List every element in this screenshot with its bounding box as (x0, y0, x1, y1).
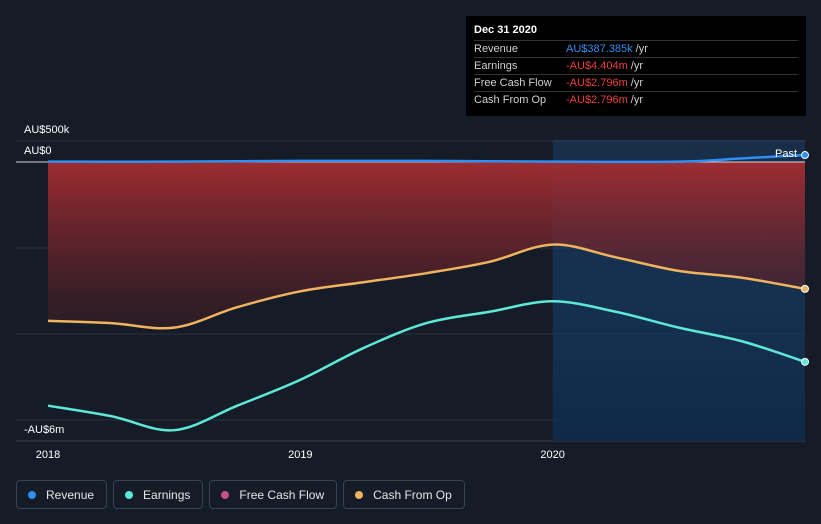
tooltip-label: Cash From Op (474, 94, 547, 106)
tooltip-unit: /yr (630, 94, 643, 106)
x-tick-label: 2018 (36, 449, 60, 461)
tooltip-date: Dec 31 2020 (474, 24, 537, 36)
tooltip-value: AU$387.385k (566, 43, 633, 55)
y-label-bottom: -AU$6m (24, 424, 64, 436)
legend-label: Revenue (46, 487, 95, 502)
tooltip-row-free-cash-flow: Free Cash Flow -AU$2.796m /yr (474, 74, 798, 91)
series-endpoint-cash-from-op (801, 284, 809, 293)
y-label-zero: AU$0 (24, 145, 52, 157)
x-tick-label: 2019 (288, 449, 312, 461)
chart: AU$500k AU$0 -AU$6m Past 2018 2019 2020 (16, 124, 809, 461)
legend-dot (355, 490, 364, 499)
series-line-revenue (47, 153, 806, 164)
legend-item-earnings[interactable]: Earnings (113, 480, 204, 509)
tooltip-unit: /yr (635, 43, 648, 55)
series-endpoint-revenue (801, 151, 809, 160)
legend-dot (28, 490, 36, 499)
series-line-cash-from-op (47, 243, 806, 330)
legend-label: Earnings (143, 487, 191, 502)
tooltip-unit: /yr (630, 60, 643, 72)
legend-label: Cash From Op (373, 487, 452, 502)
legend-item-free-cash-flow[interactable]: Free Cash Flow (209, 480, 338, 509)
tooltip-label: Free Cash Flow (474, 77, 552, 89)
tooltip-row-revenue: Revenue AU$387.385k /yr (474, 40, 798, 57)
tooltip-label: Earnings (474, 60, 518, 72)
tooltip: Dec 31 2020 Revenue AU$387.385k /yr Earn… (466, 16, 806, 116)
y-label-top: AU$500k (24, 124, 70, 136)
tooltip-row-cash-from-op: Cash From Op -AU$2.796m /yr (474, 91, 798, 108)
series-endpoint-earnings (801, 357, 809, 366)
legend-label: Free Cash Flow (239, 487, 325, 502)
series-line-earnings (47, 300, 806, 432)
legend-dot (221, 490, 230, 499)
tooltip-value: -AU$2.796m (566, 77, 628, 89)
past-label: Past (775, 148, 797, 160)
tooltip-unit: /yr (630, 77, 643, 89)
legend-dot (125, 490, 134, 499)
legend-item-revenue[interactable]: Revenue (16, 480, 108, 509)
tooltip-value: -AU$2.796m (566, 94, 628, 106)
tooltip-label: Revenue (474, 43, 519, 55)
tooltip-value: -AU$4.404m (566, 60, 628, 72)
legend-item-cash-from-op[interactable]: Cash From Op (343, 480, 465, 509)
legend: Revenue Earnings Free Cash Flow Cash Fro… (16, 480, 465, 509)
cash-from-op-area (48, 162, 805, 329)
x-tick-label: 2020 (540, 449, 564, 461)
tooltip-row-earnings: Earnings -AU$4.404m /yr (474, 57, 798, 74)
